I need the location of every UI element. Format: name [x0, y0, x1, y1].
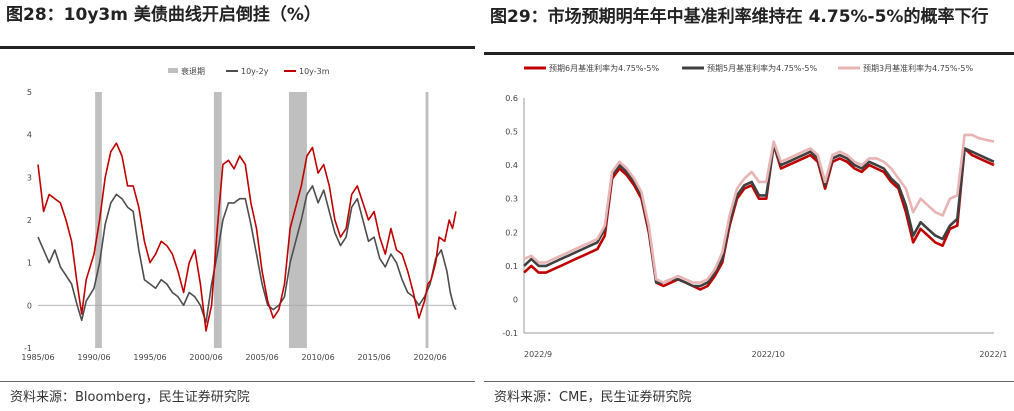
- y-tick-label: 0: [27, 301, 32, 310]
- y-tick-label: 0.6: [505, 94, 518, 103]
- left-source-rule: [0, 381, 475, 382]
- legend-label: 预期6月基准利率为4.75%-5%: [549, 63, 659, 73]
- y-tick-label: 5: [27, 88, 32, 97]
- x-tick-label: 2020/06: [413, 353, 446, 362]
- y-tick-label: 3: [27, 173, 32, 182]
- x-tick-label: 2015/06: [357, 353, 390, 362]
- x-tick-label: 2022/10: [752, 350, 785, 359]
- series-line: [523, 143, 995, 291]
- y-tick-label: 0.3: [505, 195, 518, 204]
- legend-label: 10y-2y: [241, 67, 269, 76]
- series-line: [523, 143, 995, 288]
- y-tick-label: -0.1: [502, 329, 518, 338]
- right-source-rule: [484, 381, 1014, 382]
- x-tick-label: 2022/9: [524, 350, 552, 359]
- x-tick-label: 2022/1: [979, 350, 1007, 359]
- recession-band: [288, 92, 307, 348]
- x-tick-label: 2005/06: [245, 353, 278, 362]
- left-source-note: 资料来源：Bloomberg，民生证券研究院: [10, 390, 250, 405]
- right-source-note: 资料来源：CME，民生证券研究院: [494, 390, 692, 405]
- rate-probability-chart: -0.1 0 0.1 0.2 0.3 0.4 0.5 0.6 2022/9 2022/10 2022…: [502, 63, 1007, 359]
- x-tick-label: 1985/06: [21, 353, 54, 362]
- x-tick-label: 2000/06: [189, 353, 222, 362]
- series-line: [37, 142, 457, 332]
- legend-label: 预期3月基准利率为4.75%-5%: [863, 63, 973, 73]
- y-tick-label: 4: [27, 131, 32, 140]
- y-tick-label: 0.2: [505, 228, 518, 237]
- y-tick-label: 0.5: [505, 128, 518, 137]
- legend-recession-swatch: [168, 68, 178, 73]
- y-tick-label: 0: [513, 295, 518, 304]
- yield-curve-chart: -1 0 1 2 3 4 5 1985/06 1990/06 1995/06 2000/06 2005…: [21, 66, 457, 362]
- left-figure-panel: 图28：10y3m 美债曲线开启倒挂（%） -1 0 1 2 3 4 5 1985/06 199…: [0, 0, 475, 411]
- right-figure-title: 图29：市场预期明年年中基准利率维持在 4.75%-5%的概率下行: [490, 7, 989, 27]
- series-line: [37, 185, 457, 324]
- left-title-rule: [0, 46, 475, 49]
- x-tick-label: 1990/06: [77, 353, 110, 362]
- left-figure-title: 图28：10y3m 美债曲线开启倒挂（%）: [6, 5, 321, 25]
- legend-label: 10y-3m: [299, 67, 330, 76]
- x-tick-label: 1995/06: [133, 353, 166, 362]
- x-tick-label: 2010/06: [301, 353, 334, 362]
- y-tick-label: -1: [24, 344, 32, 353]
- right-title-rule: [484, 52, 1014, 55]
- y-tick-label: 0.4: [505, 161, 518, 170]
- series-line: [523, 133, 995, 284]
- legend-label: 预期5月基准利率为4.75%-5%: [707, 63, 817, 73]
- y-tick-label: 1: [27, 259, 32, 268]
- recession-band: [425, 92, 429, 348]
- right-figure-panel: 图29：市场预期明年年中基准利率维持在 4.75%-5%的概率下行 -0.1 0 0…: [484, 0, 1014, 411]
- y-tick-label: 0.1: [505, 262, 518, 271]
- y-tick-label: 2: [27, 216, 32, 225]
- recession-band: [95, 92, 102, 348]
- legend-label: 衰退期: [181, 66, 205, 76]
